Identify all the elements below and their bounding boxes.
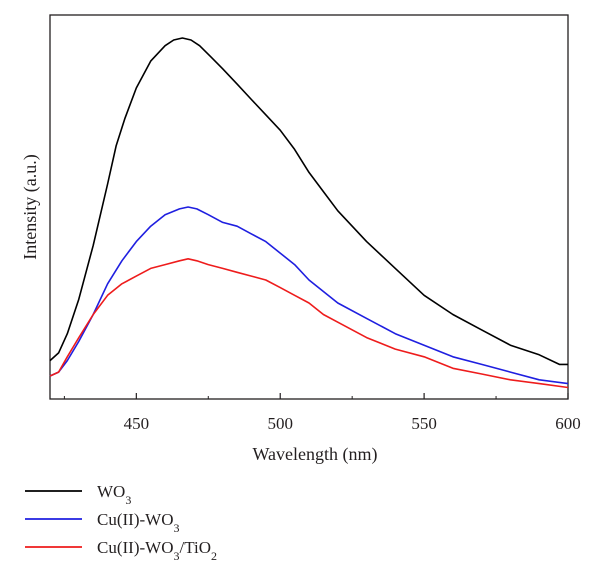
legend-label: Cu(II)-WO3/TiO2: [97, 538, 217, 563]
legend-label: WO3: [97, 482, 131, 507]
x-tick-label: 550: [411, 414, 437, 433]
x-axis-title: Wavelength (nm): [252, 444, 377, 465]
y-axis-title: Intensity (a.u.): [20, 154, 41, 259]
x-tick-label: 450: [124, 414, 150, 433]
x-tick-label: 600: [555, 414, 581, 433]
plot-frame: [49, 14, 569, 400]
plot-area: [49, 14, 569, 400]
legend-label: Cu(II)-WO3: [97, 510, 179, 535]
x-axis-ticks: 450 500 550 600: [63, 393, 581, 433]
x-tick-label: 500: [267, 414, 293, 433]
series-lines: [49, 37, 569, 389]
series-line-2: [49, 258, 569, 389]
series-line-0: [49, 37, 568, 366]
series-line-1: [49, 206, 569, 385]
legend: WO3 Cu(II)-WO3 Cu(II)-WO3/TiO2: [25, 482, 217, 563]
